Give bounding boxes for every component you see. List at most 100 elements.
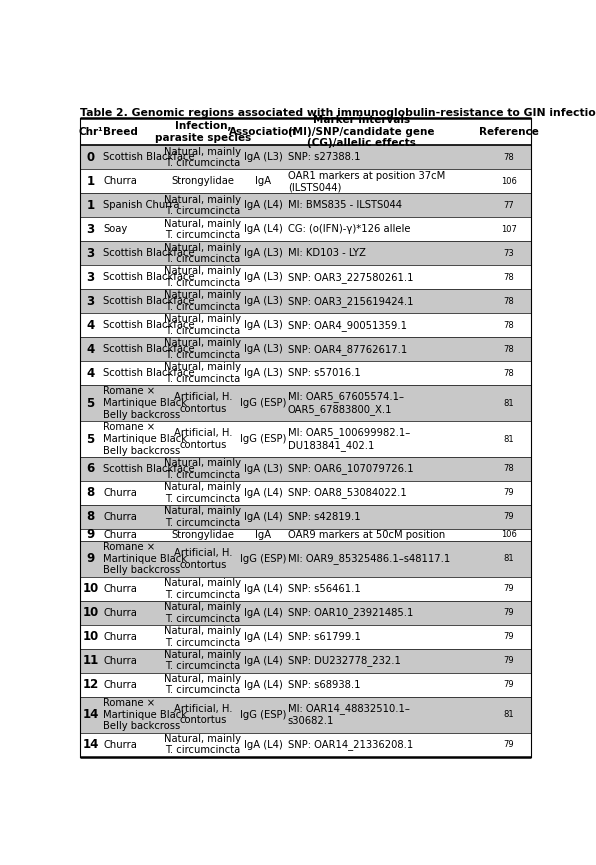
Bar xyxy=(80,194,531,217)
Text: Table 2. Genomic regions associated with immunoglobulin-resistance to GIN infect: Table 2. Genomic regions associated with… xyxy=(80,108,596,118)
Bar xyxy=(80,145,531,170)
Text: 5: 5 xyxy=(86,432,95,445)
Text: Natural, mainly
T. circumcincta: Natural, mainly T. circumcincta xyxy=(164,362,241,384)
Text: Natural, mainly
T. circumcincta: Natural, mainly T. circumcincta xyxy=(164,626,241,648)
Text: Churra: Churra xyxy=(103,584,137,593)
Text: OAR1 markers at position 37cM
(ILSTS044): OAR1 markers at position 37cM (ILSTS044) xyxy=(288,170,445,192)
Bar xyxy=(80,673,531,696)
Text: 79: 79 xyxy=(504,489,514,497)
Text: Churra: Churra xyxy=(103,680,137,689)
Text: IgA (L3): IgA (L3) xyxy=(244,464,283,474)
Text: Natural, mainly
T. circumcincta: Natural, mainly T. circumcincta xyxy=(164,650,241,671)
Bar xyxy=(80,421,531,457)
Text: SNP: OAR4_87762617.1: SNP: OAR4_87762617.1 xyxy=(288,343,407,355)
Bar xyxy=(80,601,531,625)
Text: IgA: IgA xyxy=(255,530,271,540)
Text: 78: 78 xyxy=(504,344,514,354)
Text: Natural, mainly
T. circumcincta: Natural, mainly T. circumcincta xyxy=(164,734,241,755)
Text: Scottish Blackface: Scottish Blackface xyxy=(103,368,195,378)
Text: Scottish Blackface: Scottish Blackface xyxy=(103,248,195,259)
Text: 11: 11 xyxy=(82,654,99,667)
Text: MI: OAR5_67605574.1–
OAR5_67883800_X.1: MI: OAR5_67605574.1– OAR5_67883800_X.1 xyxy=(288,391,404,415)
Text: SNP: s56461.1: SNP: s56461.1 xyxy=(288,584,361,593)
Text: IgA (L3): IgA (L3) xyxy=(244,152,283,163)
Text: 8: 8 xyxy=(86,486,95,499)
Text: 5: 5 xyxy=(86,396,95,409)
Text: IgA (L4): IgA (L4) xyxy=(244,680,283,689)
Bar xyxy=(80,217,531,241)
Text: Reference: Reference xyxy=(479,127,539,137)
Bar xyxy=(80,266,531,289)
Text: 79: 79 xyxy=(504,632,514,641)
Text: Artificial, H.
contortus: Artificial, H. contortus xyxy=(173,704,232,726)
Text: SNP: OAR3_227580261.1: SNP: OAR3_227580261.1 xyxy=(288,272,414,283)
Text: Scottish Blackface: Scottish Blackface xyxy=(103,152,195,163)
Text: 10: 10 xyxy=(82,631,99,644)
Text: IgA (L3): IgA (L3) xyxy=(244,320,283,330)
Text: OAR9 markers at 50cM position: OAR9 markers at 50cM position xyxy=(288,530,445,540)
Text: 79: 79 xyxy=(504,680,514,689)
Text: Natural, mainly
T. circumcincta: Natural, mainly T. circumcincta xyxy=(164,195,241,216)
Text: SNP: s68938.1: SNP: s68938.1 xyxy=(288,680,361,689)
Text: 1: 1 xyxy=(86,199,95,212)
Text: 79: 79 xyxy=(504,657,514,665)
Text: Romane ×
Martinique Black
Belly backcross: Romane × Martinique Black Belly backcros… xyxy=(103,422,187,456)
Text: SNP: OAR14_21336208.1: SNP: OAR14_21336208.1 xyxy=(288,739,413,750)
Bar xyxy=(80,241,531,266)
Text: 6: 6 xyxy=(86,463,95,476)
Bar xyxy=(80,625,531,649)
Text: MI: OAR5_100699982.1–
DU183841_402.1: MI: OAR5_100699982.1– DU183841_402.1 xyxy=(288,427,410,451)
Bar xyxy=(80,337,531,362)
Text: 9: 9 xyxy=(86,553,95,566)
Text: 4: 4 xyxy=(86,343,95,356)
Text: SNP: s42819.1: SNP: s42819.1 xyxy=(288,512,361,522)
Text: SNP: DU232778_232.1: SNP: DU232778_232.1 xyxy=(288,655,401,666)
Text: Romane ×
Martinique Black
Belly backcross: Romane × Martinique Black Belly backcros… xyxy=(103,698,187,731)
Text: 10: 10 xyxy=(82,606,99,619)
Text: Churra: Churra xyxy=(103,176,137,187)
Text: IgA (L4): IgA (L4) xyxy=(244,512,283,522)
Text: SNP: s57016.1: SNP: s57016.1 xyxy=(288,368,361,378)
Text: Churra: Churra xyxy=(103,631,137,642)
Text: 77: 77 xyxy=(504,201,514,210)
Bar xyxy=(80,289,531,313)
Text: IgA (L4): IgA (L4) xyxy=(244,631,283,642)
Text: Scottish Blackface: Scottish Blackface xyxy=(103,464,195,474)
Text: 78: 78 xyxy=(504,368,514,378)
Bar xyxy=(80,170,531,194)
Text: SNP: s27388.1: SNP: s27388.1 xyxy=(288,152,361,163)
Text: SNP: OAR10_23921485.1: SNP: OAR10_23921485.1 xyxy=(288,607,413,618)
Text: IgA (L4): IgA (L4) xyxy=(244,740,283,750)
Text: IgA (L3): IgA (L3) xyxy=(244,296,283,306)
Text: Scottish Blackface: Scottish Blackface xyxy=(103,296,195,306)
Text: 106: 106 xyxy=(501,177,517,186)
Text: IgA (L4): IgA (L4) xyxy=(244,656,283,666)
Bar xyxy=(80,733,531,757)
Bar xyxy=(80,577,531,601)
Text: Spanish Churra: Spanish Churra xyxy=(103,201,179,210)
Text: Strongylidae: Strongylidae xyxy=(172,176,234,187)
Text: Scottish Blackface: Scottish Blackface xyxy=(103,272,195,282)
Text: IgA (L4): IgA (L4) xyxy=(244,584,283,593)
Text: IgG (ESP): IgG (ESP) xyxy=(240,554,286,564)
Text: 14: 14 xyxy=(82,738,99,751)
Text: IgA (L4): IgA (L4) xyxy=(244,201,283,210)
Text: 81: 81 xyxy=(504,710,514,719)
Text: Scottish Blackface: Scottish Blackface xyxy=(103,320,195,330)
Text: Romane ×
Martinique Black
Belly backcross: Romane × Martinique Black Belly backcros… xyxy=(103,387,187,420)
Text: 81: 81 xyxy=(504,434,514,444)
Bar xyxy=(80,119,531,145)
Text: Natural, mainly
T. circumcincta: Natural, mainly T. circumcincta xyxy=(164,578,241,599)
Text: Natural, mainly
T. circumcincta: Natural, mainly T. circumcincta xyxy=(164,482,241,503)
Bar xyxy=(80,541,531,577)
Text: 3: 3 xyxy=(86,295,95,308)
Text: SNP: OAR6_107079726.1: SNP: OAR6_107079726.1 xyxy=(288,464,414,474)
Text: SNP: s61799.1: SNP: s61799.1 xyxy=(288,631,361,642)
Text: IgG (ESP): IgG (ESP) xyxy=(240,398,286,408)
Text: 12: 12 xyxy=(82,678,99,691)
Text: Churra: Churra xyxy=(103,530,137,540)
Text: Natural, mainly
T. circumcincta: Natural, mainly T. circumcincta xyxy=(164,291,241,312)
Text: IgG (ESP): IgG (ESP) xyxy=(240,434,286,444)
Text: Soay: Soay xyxy=(103,224,128,234)
Text: Artificial, H.
contortus: Artificial, H. contortus xyxy=(173,428,232,450)
